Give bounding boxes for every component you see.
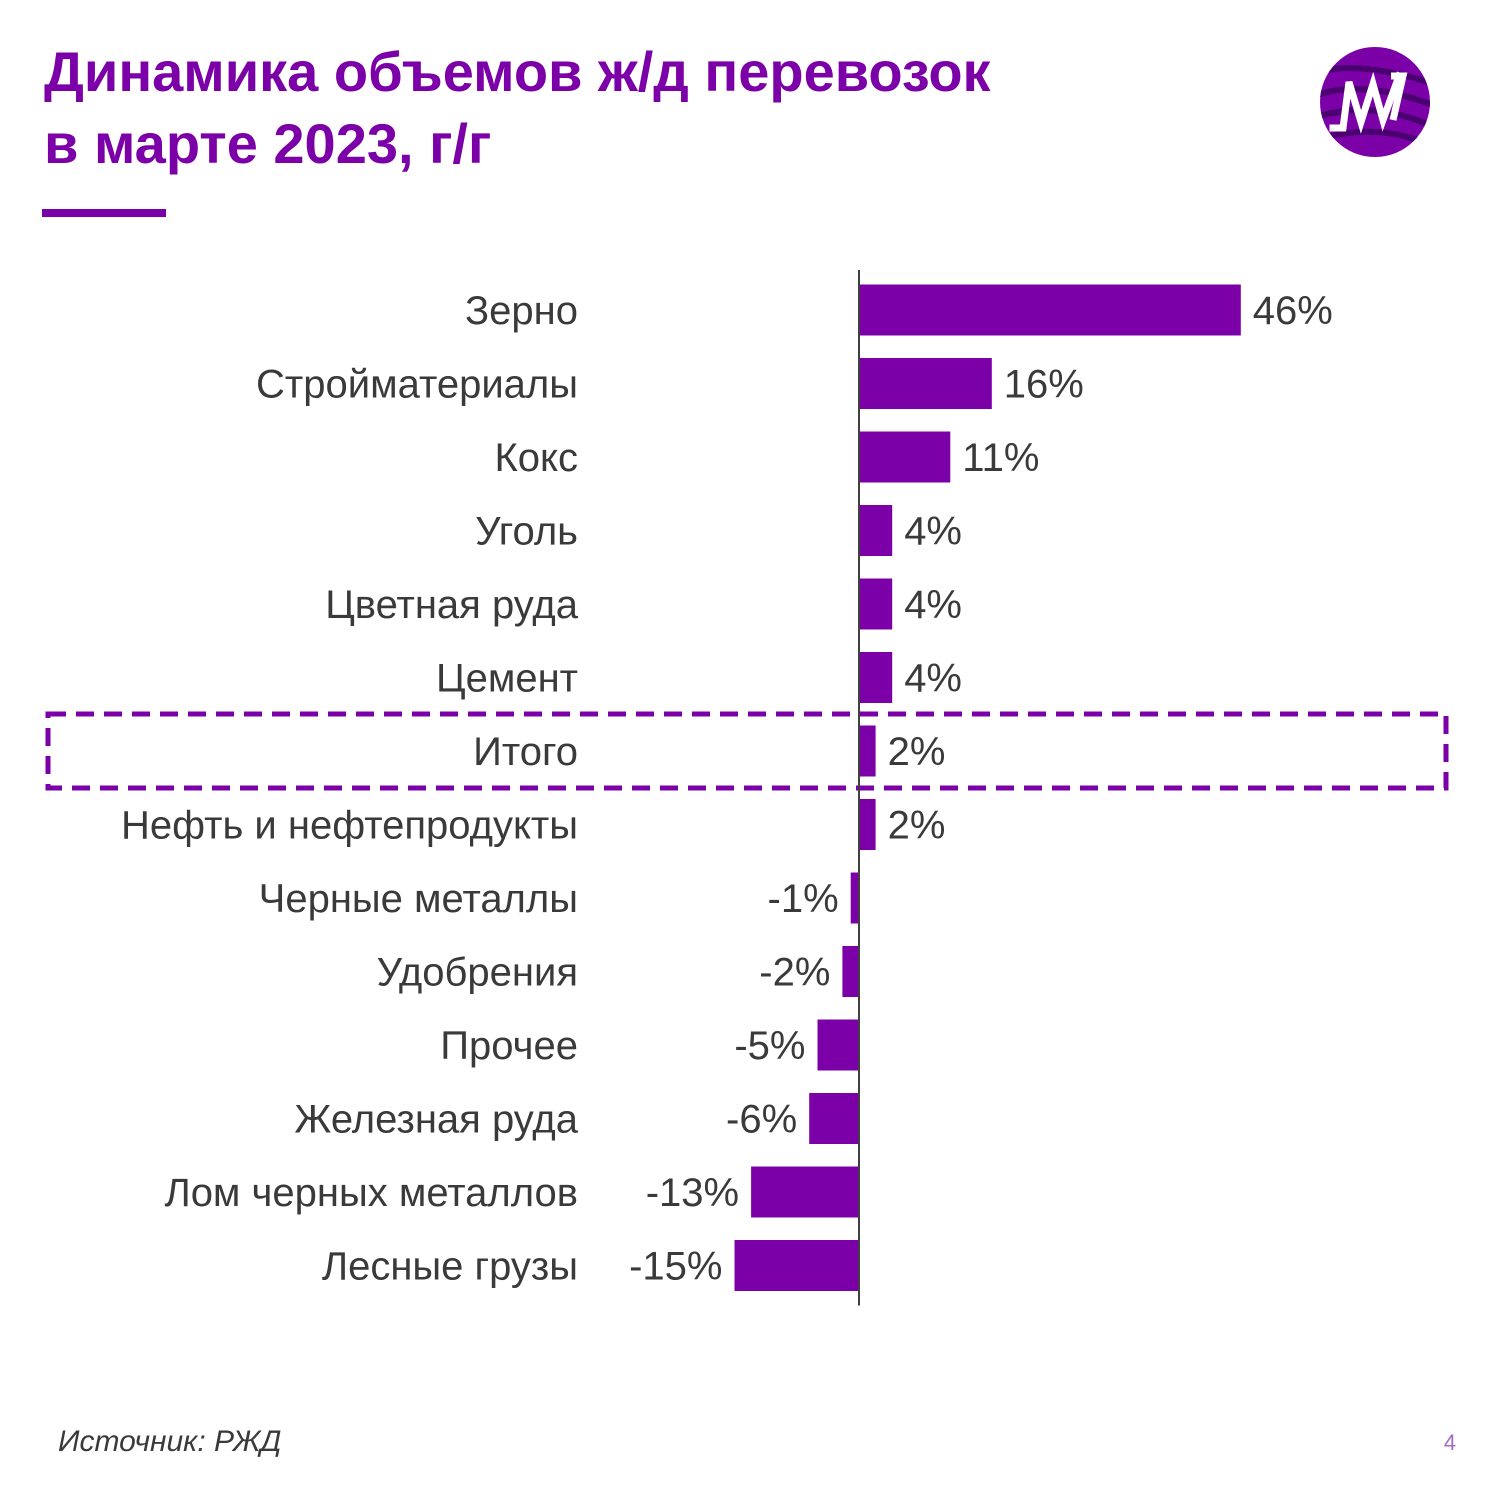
category-label: Лесные грузы — [322, 1245, 578, 1289]
value-label: -2% — [759, 951, 830, 995]
bar — [859, 358, 992, 409]
bar — [859, 505, 893, 556]
bar — [734, 1240, 859, 1291]
value-label: 2% — [888, 804, 946, 848]
value-label: -6% — [726, 1098, 797, 1142]
title-line-2: в марте 2023, г/г — [44, 112, 492, 175]
page-title: Динамика объемов ж/д перевозок в марте 2… — [44, 36, 1224, 180]
category-label: Стройматериалы — [256, 363, 578, 407]
category-label: Прочее — [440, 1024, 578, 1068]
title-underline — [42, 209, 166, 217]
bar — [859, 431, 951, 483]
page-number: 4 — [1443, 1430, 1456, 1455]
value-label: 11% — [962, 436, 1039, 480]
category-label: Кокс — [495, 436, 579, 480]
source-note: Источник: РЖД — [58, 1425, 282, 1458]
mw-logo-icon — [1319, 46, 1431, 158]
value-label: -1% — [768, 877, 839, 921]
title-line-1: Динамика объемов ж/д перевозок — [44, 40, 991, 103]
category-label: Цемент — [436, 657, 578, 701]
bar — [859, 652, 893, 703]
highlight-box — [45, 711, 1449, 791]
bar — [859, 578, 893, 630]
value-label: 2% — [888, 730, 946, 774]
category-label: Нефть и нефтепродукты — [121, 804, 578, 848]
bar — [859, 284, 1241, 336]
bar — [809, 1093, 859, 1144]
bar — [859, 725, 876, 777]
category-label: Цветная руда — [325, 583, 579, 627]
bar — [842, 946, 859, 997]
value-label: 16% — [1004, 363, 1084, 407]
value-label: 46% — [1253, 289, 1333, 333]
value-label: 4% — [904, 510, 962, 554]
bar — [850, 872, 859, 924]
bar — [859, 799, 876, 850]
value-label: -13% — [646, 1171, 739, 1215]
value-label: -5% — [734, 1024, 805, 1068]
bar — [817, 1019, 859, 1071]
value-label: 4% — [904, 657, 962, 701]
category-label: Черные металлы — [259, 877, 578, 921]
bar — [751, 1166, 859, 1218]
value-label: -15% — [629, 1245, 722, 1289]
category-label: Удобрения — [377, 951, 578, 995]
category-label: Уголь — [475, 510, 578, 554]
category-label: Зерно — [465, 289, 578, 333]
category-label: Лом черных металлов — [164, 1171, 578, 1215]
category-label: Железная руда — [294, 1098, 578, 1142]
value-label: 4% — [904, 583, 962, 627]
category-label: Итого — [473, 730, 578, 774]
